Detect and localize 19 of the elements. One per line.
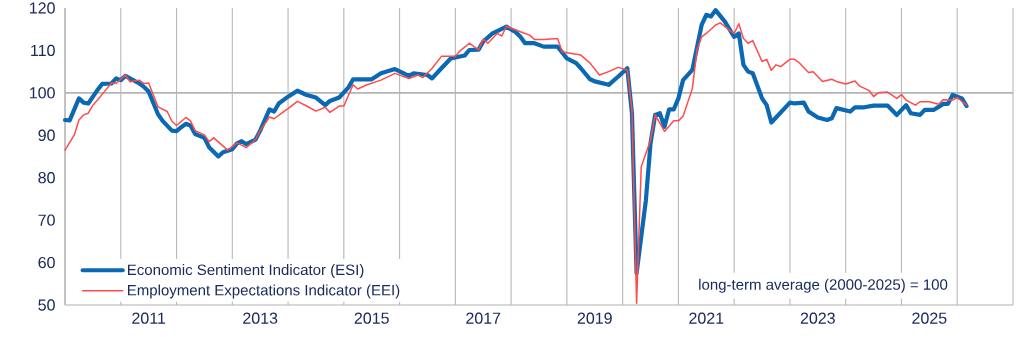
x-tick-label: 2021 (689, 312, 724, 324)
y-tick-label: 70 (38, 214, 55, 226)
y-tick-label: 110 (31, 44, 55, 57)
y-tick-label: 50 (38, 299, 55, 311)
x-tick-label: 2015 (354, 312, 389, 324)
y-tick-label: 80 (38, 172, 55, 184)
x-tick-label: 2019 (577, 312, 612, 324)
legend-label: Employment Expectations Indicator (EEI) (128, 284, 400, 299)
y-tick-label: 100 (30, 87, 55, 99)
x-tick-label: 2011 (132, 312, 166, 324)
y-tick-label: 60 (38, 256, 55, 269)
x-tick-label: 2013 (243, 312, 278, 324)
y-tick-label: 120 (30, 2, 55, 14)
x-tick-label: 2017 (466, 312, 501, 324)
annotation: long-term average (2000-2025) = 100 (699, 278, 948, 293)
y-tick-label: 90 (38, 129, 55, 141)
x-tick-label: 2023 (800, 312, 835, 324)
x-tick-label: 2025 (912, 312, 947, 324)
legend-label: Economic Sentiment Indicator (ESI) (128, 264, 364, 279)
